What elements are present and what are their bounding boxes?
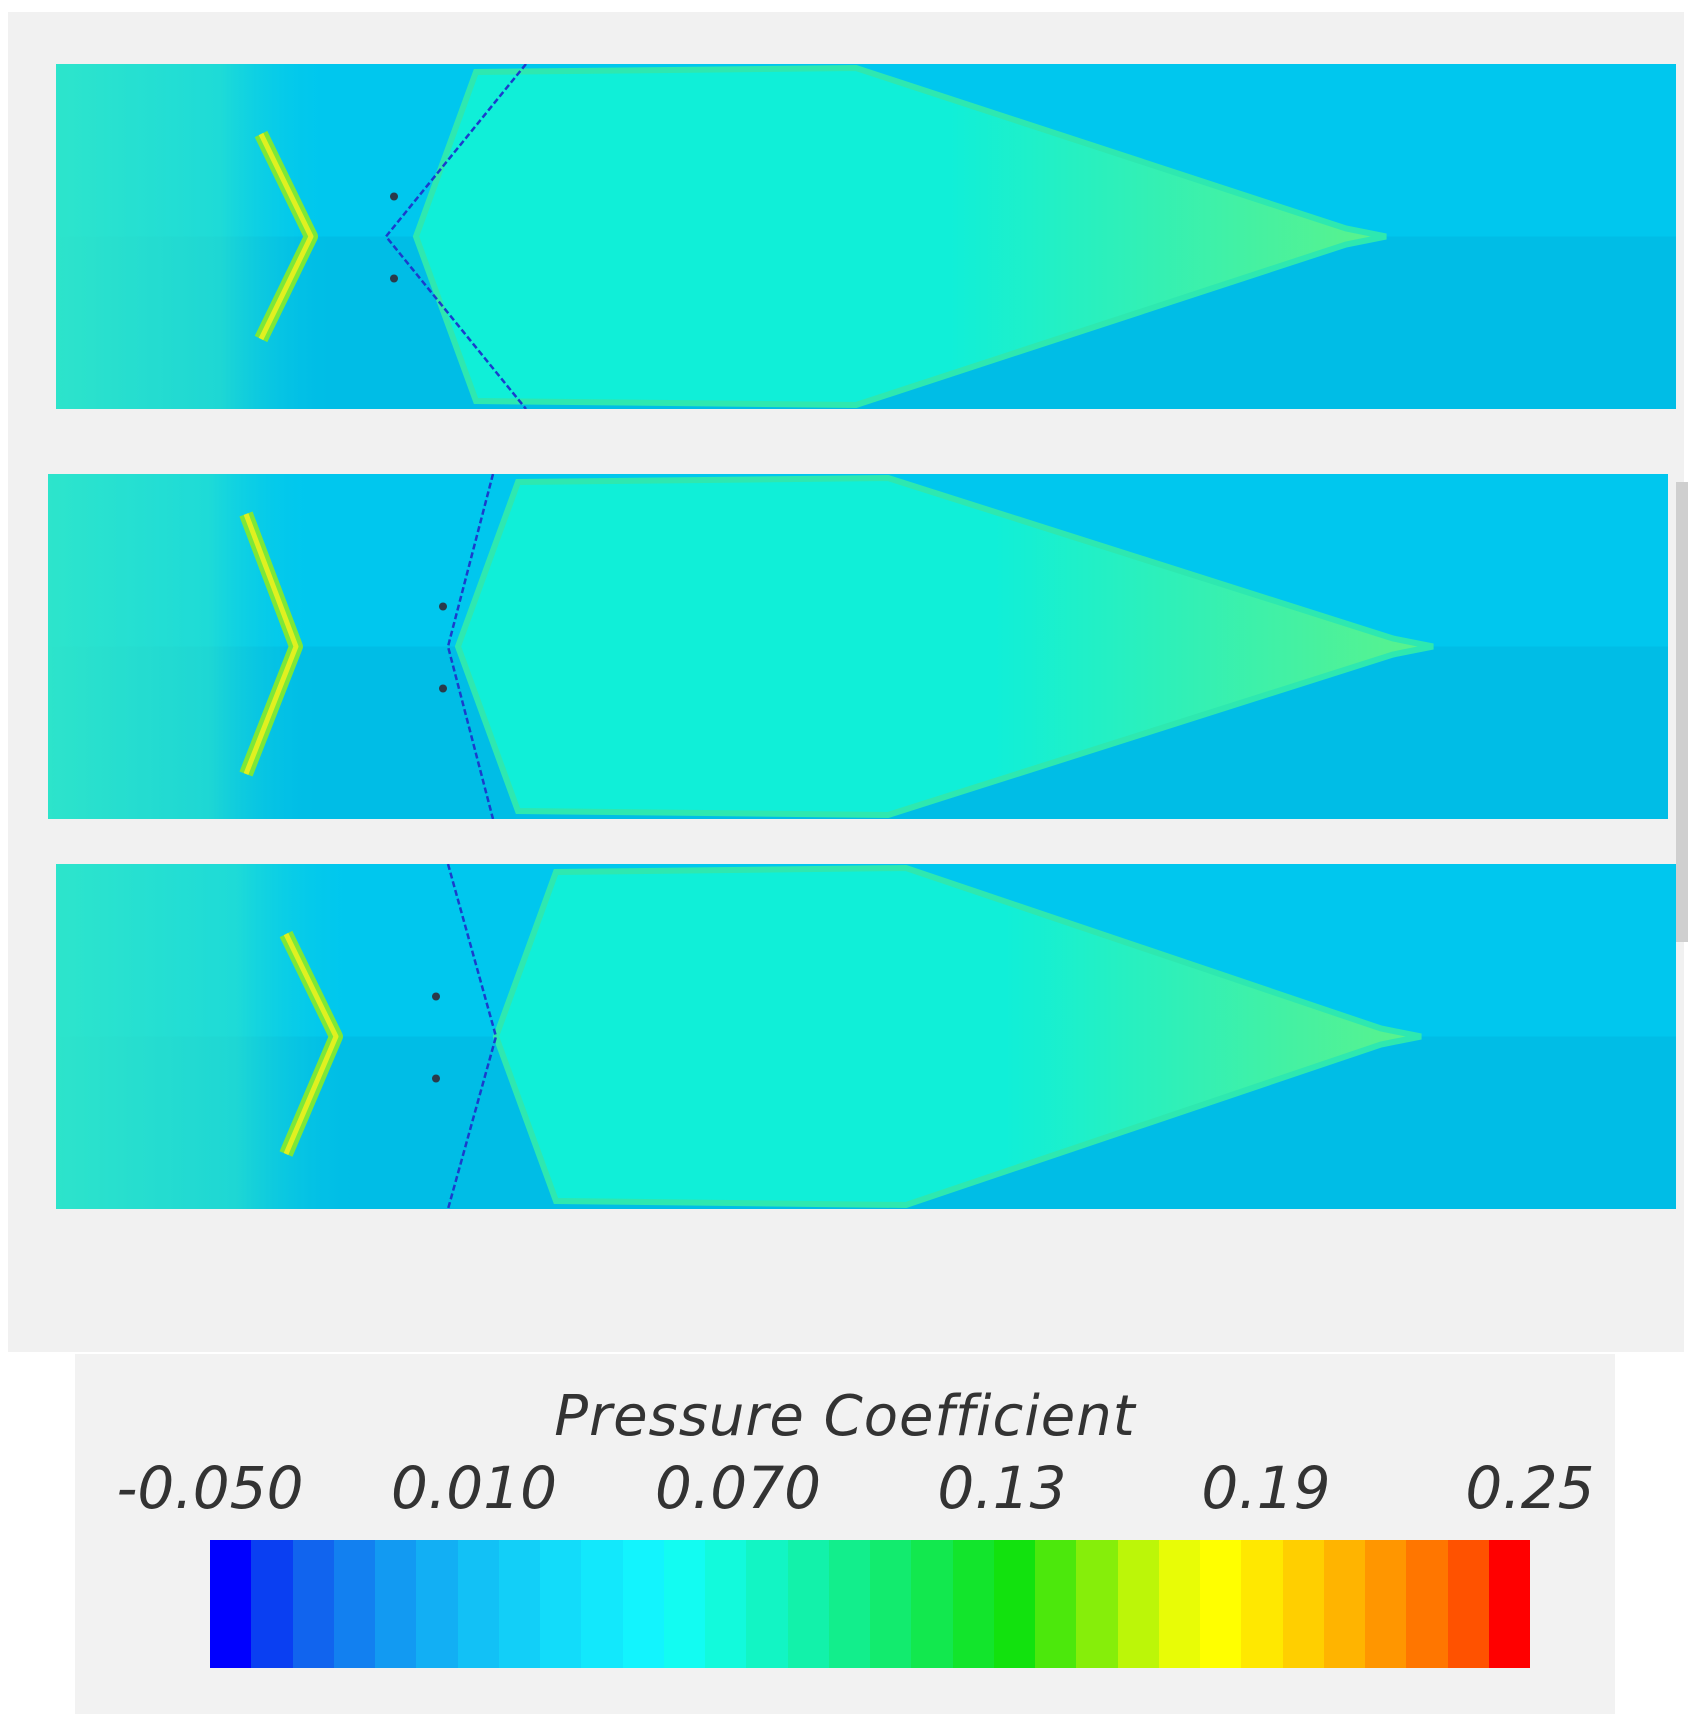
front-pressure-zone (48, 474, 316, 819)
colorbar-title: Pressure Coefficient (554, 1384, 1136, 1449)
colorbar-swatch (1282, 1540, 1324, 1668)
colorbar-swatch (1200, 1540, 1242, 1668)
colorbar-swatch (1406, 1540, 1448, 1668)
colorbar-swatch (1365, 1540, 1407, 1668)
colorbar-swatch (622, 1540, 664, 1668)
colorbar-tick-label: 0.010 (390, 1454, 558, 1522)
colorbar-swatch (1076, 1540, 1118, 1668)
front-pressure-zone (56, 64, 331, 409)
colorbar-swatch (705, 1540, 747, 1668)
colorbar-swatch (292, 1540, 334, 1668)
body-high-pressure-region (454, 474, 1434, 819)
colorbar-tick-labels: -0.050 0.010 0.070 0.13 0.19 0.25 (75, 1454, 1615, 1534)
shock-front-core (243, 513, 299, 775)
colorbar-swatch (911, 1540, 953, 1668)
probe-dot (439, 684, 447, 693)
colorbar-legend: Pressure Coefficient -0.050 0.010 0.070 0.1… (75, 1354, 1615, 1714)
shock-front-core (283, 932, 339, 1155)
probe-dot (390, 192, 398, 201)
panel-divider (1676, 482, 1688, 942)
probe-dot (390, 274, 398, 283)
colorbar-swatch (952, 1540, 994, 1668)
contour-svg (56, 864, 1676, 1209)
colorbar-swatch (663, 1540, 705, 1668)
colorbar-swatch (457, 1540, 499, 1668)
colorbar-swatch (993, 1540, 1035, 1668)
colorbar-swatch (1117, 1540, 1159, 1668)
colorbar-swatch (1035, 1540, 1077, 1668)
probe-dot (439, 602, 447, 611)
colorbar-swatch (787, 1540, 829, 1668)
probe-dot (432, 992, 440, 1001)
colorbar-swatch (870, 1540, 912, 1668)
low-pressure-line (446, 474, 495, 819)
contour-panel-3 (56, 864, 1676, 1209)
colorbar-tick-label: 0.19 (1201, 1454, 1331, 1522)
contour-svg (56, 64, 1676, 409)
colorbar-swatch (828, 1540, 870, 1668)
probe-dot (432, 1074, 440, 1083)
contour-plots-area (8, 12, 1688, 1352)
colorbar-swatch (1158, 1540, 1200, 1668)
colorbar-swatch (251, 1540, 293, 1668)
colorbar-swatch (540, 1540, 582, 1668)
colorbar-swatch (375, 1540, 417, 1668)
colorbar-swatch (1447, 1540, 1489, 1668)
colorbar-tick-label: 0.25 (1465, 1454, 1595, 1522)
colorbar-swatch (210, 1540, 252, 1668)
colorbar-swatch (498, 1540, 540, 1668)
colorbar-tick-label: 0.13 (937, 1454, 1067, 1522)
colorbar-tick-label: 0.070 (654, 1454, 822, 1522)
contour-panel-2 (48, 474, 1668, 819)
colorbar-tick-label: -0.050 (116, 1454, 304, 1522)
colorbar-swatch (333, 1540, 375, 1668)
contour-panel-1 (56, 64, 1676, 409)
shock-front-core (258, 132, 314, 341)
colorbar-swatch (416, 1540, 458, 1668)
colorbar-swatch (746, 1540, 788, 1668)
body-high-pressure-region (492, 864, 1422, 1209)
front-pressure-zone (56, 864, 356, 1209)
colorbar (210, 1540, 1530, 1668)
low-pressure-line (446, 864, 498, 1209)
body-high-pressure-region (412, 64, 1387, 409)
colorbar-swatch (1488, 1540, 1530, 1668)
colorbar-swatch (1241, 1540, 1283, 1668)
colorbar-swatch (581, 1540, 623, 1668)
contour-svg (48, 474, 1668, 819)
low-pressure-line (384, 64, 527, 409)
colorbar-swatch (1323, 1540, 1365, 1668)
